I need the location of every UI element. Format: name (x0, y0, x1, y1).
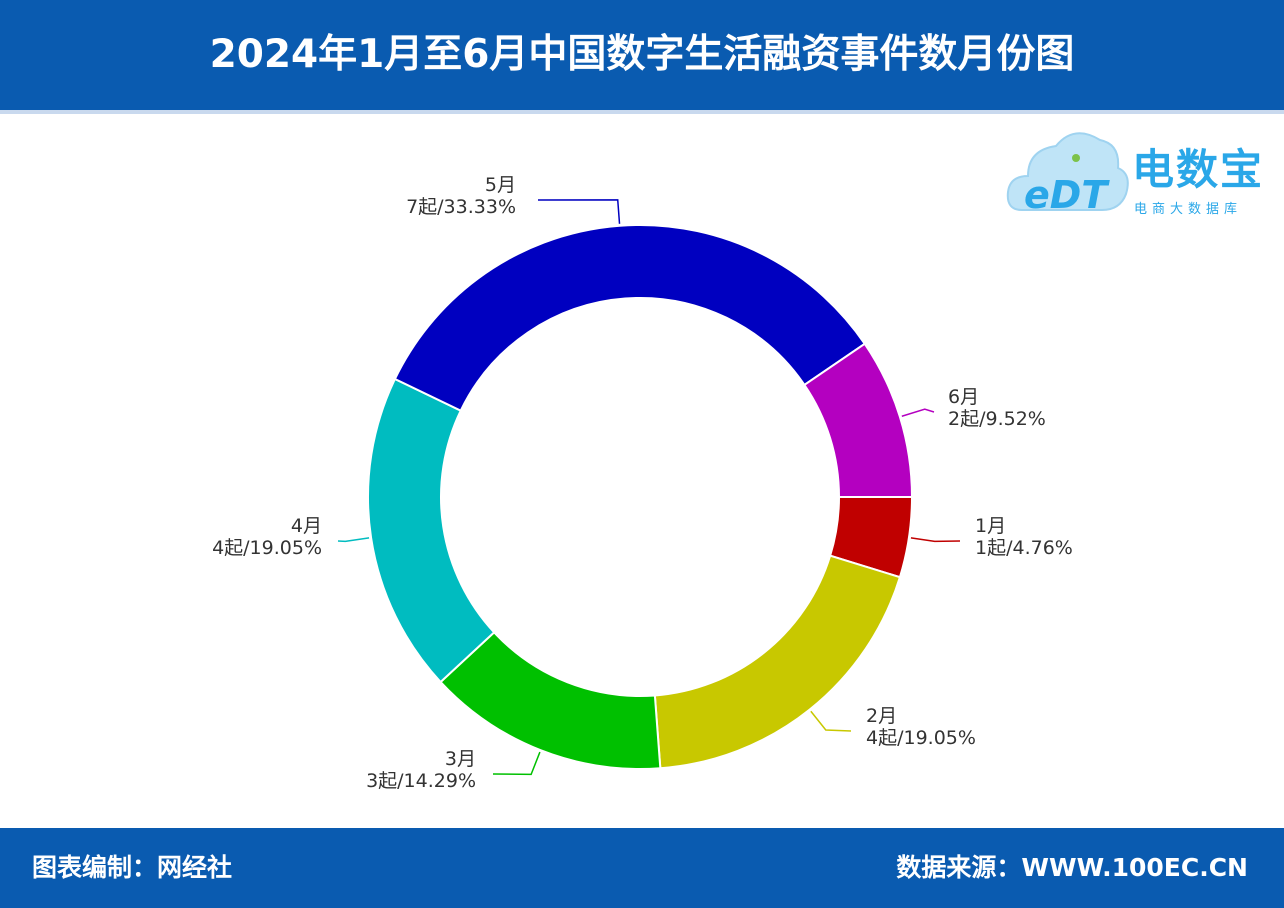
slice-label-month: 3月 (445, 748, 476, 770)
slice-label-month: 6月 (948, 386, 979, 408)
leader-line-6 (901, 408, 935, 417)
slice-label-month: 5月 (485, 174, 516, 196)
slice-5 (393, 224, 867, 412)
slice-label-month: 2月 (866, 705, 897, 727)
slice-label-value: 7起/33.33% (406, 196, 516, 218)
leader-line-1 (910, 537, 961, 543)
footer-bar: 图表编制：网经社 数据来源：WWW.100EC.CN (0, 828, 1284, 908)
cloud-logo-icon: eDT (1006, 132, 1129, 217)
brand-logo: eDT 电数宝 电商大数据库 (1004, 118, 1274, 228)
slice-4 (367, 377, 496, 684)
title-banner: 2024年1月至6月中国数字生活融资事件数月份图 (0, 0, 1284, 114)
slice-6 (803, 342, 914, 498)
slice-2 (653, 554, 902, 770)
logo-name: 电数宝 (1132, 145, 1265, 194)
leader-line-3 (492, 751, 541, 776)
leader-line-5 (537, 199, 621, 224)
slice-label-value: 2起/9.52% (948, 408, 1046, 430)
slice-label-value: 4起/19.05% (866, 727, 976, 749)
logo-mark: eDT (1024, 173, 1110, 217)
chart-title: 2024年1月至6月中国数字生活融资事件数月份图 (209, 32, 1075, 77)
footer-source: 数据来源：WWW.100EC.CN (896, 853, 1248, 882)
leader-line-2 (810, 710, 852, 732)
slice-label-value: 1起/4.76% (975, 537, 1073, 559)
slice-label-month: 4月 (291, 515, 322, 537)
leader-line-4 (337, 537, 370, 543)
slice-label-month: 1月 (975, 515, 1006, 537)
footer-credit: 图表编制：网经社 (32, 853, 233, 882)
slice-label-value: 4起/19.05% (212, 537, 322, 559)
logo-subtitle: 电商大数据库 (1134, 202, 1243, 217)
slice-label-value: 3起/14.29% (366, 770, 476, 792)
